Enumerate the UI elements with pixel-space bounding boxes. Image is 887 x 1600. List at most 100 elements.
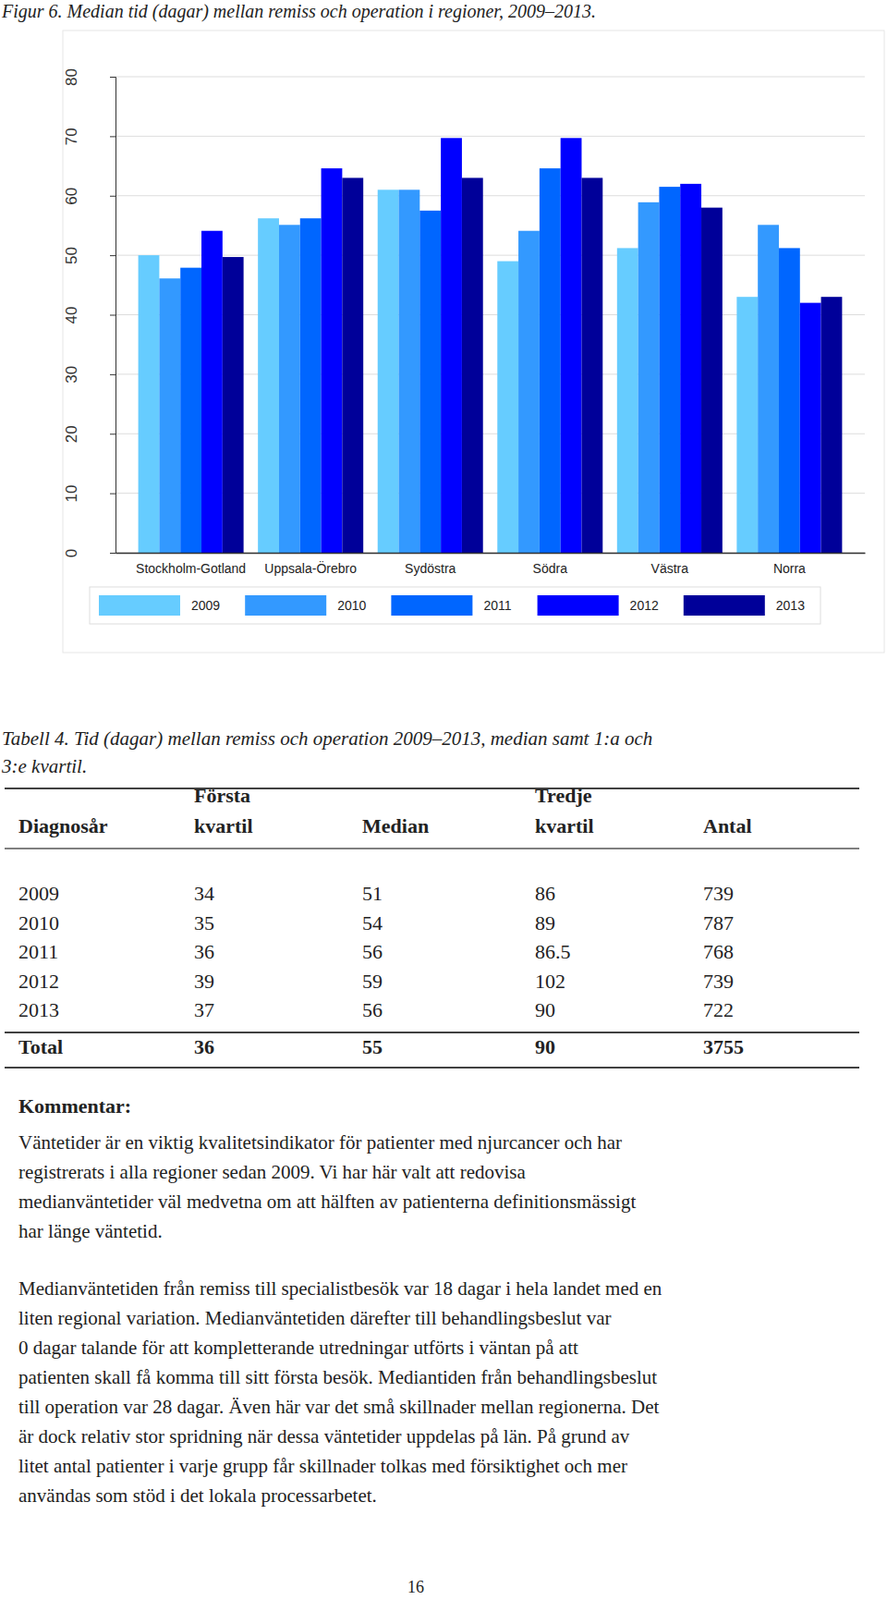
table-header: Tredje	[534, 783, 593, 807]
comment-line: användas som stöd i det lokala processar…	[18, 1483, 377, 1507]
table-header: kvartil	[194, 814, 254, 838]
y-tick: 50	[62, 246, 117, 265]
bar	[377, 189, 400, 553]
table-cell: 2013	[18, 997, 60, 1021]
table-caption: 3:e kvartil.	[0, 754, 87, 778]
comment-line: liten regional variation. Medianväntetid…	[18, 1306, 611, 1329]
x-axis: Stockholm-Gotland Uppsala-Örebro Sydöstra S…	[116, 552, 866, 576]
comment-line: 0 dagar talande för att kompletterande u…	[18, 1336, 579, 1359]
bar	[617, 247, 639, 553]
y-axis: 01020304050607080	[62, 68, 117, 558]
bar	[419, 210, 441, 553]
x-tick: Södra	[533, 552, 569, 576]
table-total: 55	[362, 1034, 383, 1058]
legend-label: 2012	[630, 597, 659, 613]
bar	[757, 224, 779, 553]
table-rule	[4, 1031, 860, 1033]
table-cell: 722	[703, 997, 734, 1021]
y-tick: 0	[62, 548, 117, 558]
table-cell: 56	[362, 997, 383, 1021]
comment-line: till operation var 28 dagar. Även här va…	[18, 1395, 660, 1418]
y-tick: 10	[62, 485, 117, 503]
bar	[560, 137, 583, 553]
table-cell: 39	[194, 969, 215, 993]
table-cell: 2011	[18, 939, 59, 963]
comment-line: patienten skall få komma till sitt först…	[18, 1365, 657, 1388]
bar	[399, 189, 421, 553]
grid-line	[115, 255, 865, 256]
table-cell: 59	[362, 969, 383, 993]
comment-line: litet antal patienter i varje grupp får …	[18, 1454, 628, 1477]
table-rule	[4, 1066, 860, 1069]
x-axis-line	[116, 552, 866, 555]
bar	[518, 230, 540, 553]
table-cell: 86.5	[534, 939, 572, 963]
table-header: Diagnosår	[18, 814, 109, 838]
table-cell: 768	[703, 939, 734, 963]
table-rule	[4, 847, 860, 849]
bar	[701, 207, 723, 553]
bar	[680, 183, 702, 553]
y-tick-label: 60	[62, 187, 81, 206]
table-total: 3755	[703, 1034, 744, 1058]
legend: 20092010201120122013	[89, 586, 821, 624]
comment-line: Väntetider är en viktig kvalitetsindikat…	[18, 1130, 622, 1154]
bar	[440, 137, 462, 553]
x-tick-label: Västra	[651, 560, 690, 576]
bar	[300, 218, 322, 553]
bars	[138, 137, 843, 553]
comment-line: har länge väntetid.	[18, 1219, 163, 1242]
y-tick-label: 80	[62, 68, 81, 86]
legend-swatch	[244, 595, 327, 616]
bar	[581, 177, 603, 553]
legend-label: 2010	[337, 597, 366, 613]
comment-line: registrerats i alla regioner sedan 2009.…	[18, 1160, 526, 1183]
table-header: kvartil	[534, 814, 595, 838]
y-tick-mark	[109, 433, 116, 435]
table-total: 90	[534, 1034, 556, 1058]
table-caption: Tabell 4. Tid (dagar) mellan remiss och …	[1, 727, 653, 750]
bar	[800, 303, 822, 553]
legend-swatch	[683, 595, 766, 616]
x-tick: Uppsala-Örebro	[264, 552, 357, 576]
y-tick-mark	[109, 552, 116, 554]
y-tick: 60	[62, 187, 117, 206]
table-total: 36	[194, 1034, 215, 1058]
grid-line	[115, 135, 865, 137]
y-tick-mark	[109, 374, 116, 376]
bar	[341, 177, 364, 553]
legend-label: 2013	[776, 597, 805, 613]
table-header: Median	[362, 814, 429, 838]
page: Figur 6. Median tid (dagar) mellan remis…	[0, 0, 887, 1600]
legend-label: 2009	[191, 597, 220, 613]
chart-frame	[62, 30, 885, 653]
table-cell: 90	[534, 997, 556, 1021]
bar	[321, 168, 343, 553]
bar	[497, 261, 519, 553]
x-tick-label: Uppsala-Örebro	[264, 559, 357, 576]
table-cell: 34	[194, 881, 215, 905]
table-cell: 2009	[18, 881, 60, 905]
bar	[180, 267, 202, 553]
x-tick-label: Sydöstra	[404, 560, 456, 576]
legend-swatch	[390, 595, 473, 616]
x-tick-label: Stockholm-Gotland	[135, 560, 246, 576]
table-cell: 35	[194, 911, 215, 935]
table-header: Antal	[703, 814, 753, 838]
table-cell: 37	[194, 997, 215, 1021]
table-cell: 51	[362, 881, 383, 905]
grid-line	[115, 76, 865, 78]
y-tick-label: 0	[62, 548, 81, 558]
y-tick-mark	[109, 493, 116, 495]
table-cell: 54	[362, 911, 383, 935]
y-tick: 40	[62, 306, 117, 325]
grid-line	[115, 194, 865, 196]
comment-line: medianväntetider väl medvetna om att häl…	[18, 1190, 636, 1213]
x-tick-label: Norra	[773, 560, 806, 576]
legend-swatch	[537, 595, 620, 616]
table-rule	[4, 787, 860, 790]
y-tick-mark	[109, 315, 116, 316]
bar	[138, 255, 160, 553]
bar	[658, 186, 681, 553]
y-tick-mark	[109, 255, 116, 256]
